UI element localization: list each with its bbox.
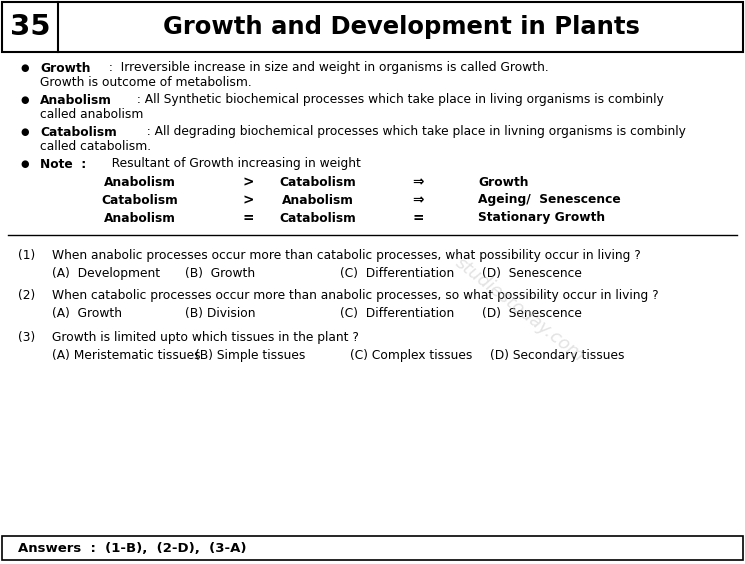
- Text: Catabolism: Catabolism: [279, 212, 356, 224]
- Text: (2): (2): [18, 289, 35, 302]
- Text: Answers  :  (1-B),  (2-D),  (3-A): Answers : (1-B), (2-D), (3-A): [18, 541, 247, 554]
- Text: >: >: [242, 175, 254, 189]
- Text: Growth is outcome of metabolism.: Growth is outcome of metabolism.: [40, 76, 252, 89]
- Bar: [2, 2, 743, 52]
- Text: When catabolic processes occur more than anabolic processes, so what possibility: When catabolic processes occur more than…: [52, 289, 659, 302]
- Text: Growth: Growth: [478, 175, 528, 188]
- Text: (B) Simple tissues: (B) Simple tissues: [195, 349, 305, 362]
- Text: >: >: [242, 193, 254, 207]
- Text: Anabolism: Anabolism: [40, 94, 112, 107]
- Text: Growth is limited upto which tissues in the plant ?: Growth is limited upto which tissues in …: [52, 331, 359, 343]
- Text: (A)  Development: (A) Development: [52, 267, 160, 280]
- Text: (B)  Growth: (B) Growth: [185, 267, 255, 280]
- Text: (C) Complex tissues: (C) Complex tissues: [350, 349, 472, 362]
- Text: Catabolism: Catabolism: [40, 126, 117, 139]
- Text: ⇒: ⇒: [412, 193, 424, 207]
- Text: (D)  Senescence: (D) Senescence: [482, 267, 582, 280]
- Text: Growth: Growth: [40, 61, 90, 74]
- Text: (3): (3): [18, 331, 35, 343]
- Text: Note  :: Note :: [40, 157, 86, 170]
- Text: (D)  Senescence: (D) Senescence: [482, 307, 582, 320]
- Bar: [2, 536, 743, 560]
- Text: Anabolism: Anabolism: [104, 212, 176, 224]
- Text: Resultant of Growth increasing in weight: Resultant of Growth increasing in weight: [100, 157, 361, 170]
- Text: Ageing/  Senescence: Ageing/ Senescence: [478, 193, 621, 206]
- Text: When anabolic processes occur more than catabolic processes, what possibility oc: When anabolic processes occur more than …: [52, 249, 641, 262]
- Text: ●: ●: [20, 95, 28, 105]
- Text: called anabolism: called anabolism: [40, 108, 143, 121]
- Text: studiestoday.com: studiestoday.com: [452, 254, 588, 366]
- Text: : All degrading biochemical processes which take place in livning organisms is c: : All degrading biochemical processes wh…: [139, 126, 686, 139]
- Text: =: =: [242, 211, 254, 225]
- Text: : All Synthetic biochemical processes which take place in living organisms is co: : All Synthetic biochemical processes wh…: [133, 94, 664, 107]
- Text: ●: ●: [20, 127, 28, 137]
- Text: (B) Division: (B) Division: [185, 307, 256, 320]
- Text: Anabolism: Anabolism: [282, 193, 354, 206]
- Text: (C)  Differentiation: (C) Differentiation: [340, 267, 454, 280]
- Text: (D) Secondary tissues: (D) Secondary tissues: [490, 349, 624, 362]
- Text: (1): (1): [18, 249, 35, 262]
- Text: Anabolism: Anabolism: [104, 175, 176, 188]
- Text: Catabolism: Catabolism: [279, 175, 356, 188]
- Text: Growth and Development in Plants: Growth and Development in Plants: [163, 15, 640, 39]
- Text: (A) Meristematic tissues: (A) Meristematic tissues: [52, 349, 200, 362]
- Text: ●: ●: [20, 159, 28, 169]
- Text: =: =: [412, 211, 424, 225]
- Text: (A)  Growth: (A) Growth: [52, 307, 122, 320]
- Text: :  Irreversible increase in size and weight in organisms is called Growth.: : Irreversible increase in size and weig…: [105, 61, 549, 74]
- Text: Stationary Growth: Stationary Growth: [478, 212, 605, 224]
- Text: ●: ●: [20, 63, 28, 73]
- Text: (C)  Differentiation: (C) Differentiation: [340, 307, 454, 320]
- Text: ⇒: ⇒: [412, 175, 424, 189]
- Text: called catabolism.: called catabolism.: [40, 139, 151, 152]
- Text: 35: 35: [10, 13, 50, 41]
- Text: Catabolism: Catabolism: [101, 193, 178, 206]
